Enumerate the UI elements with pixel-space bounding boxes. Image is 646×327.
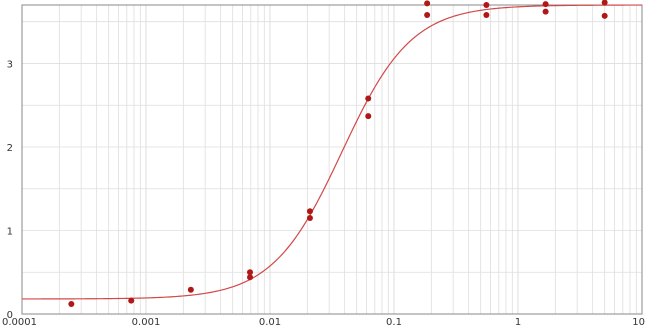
x-tick-label: 10 [632, 317, 645, 327]
data-point [306, 208, 313, 215]
data-point [601, 12, 608, 19]
data-point [601, 0, 608, 6]
grid-lines [22, 5, 642, 314]
data-points-layer [68, 0, 608, 307]
data-point [247, 274, 254, 281]
fitted-curve-layer [22, 4, 643, 300]
data-point [365, 113, 372, 120]
data-point [306, 214, 313, 221]
data-point [483, 2, 490, 8]
x-tick-label: 0.001 [132, 317, 161, 327]
fitted-curve-line [22, 4, 643, 300]
data-point [542, 1, 549, 8]
x-tick-label: 0.01 [259, 317, 281, 327]
y-tick-label: 1 [7, 226, 13, 237]
x-tick-label: 0.1 [386, 317, 402, 327]
data-point [542, 8, 549, 15]
y-tick-label: 3 [7, 59, 13, 70]
data-point [247, 269, 254, 276]
x-tick-label: 0.0001 [2, 317, 37, 327]
data-point [187, 286, 194, 293]
data-point [68, 300, 75, 307]
plot-area-frame [21, 4, 643, 315]
x-tick-label: 1 [515, 317, 521, 327]
data-point [424, 12, 431, 19]
data-point [365, 95, 372, 102]
data-point [483, 12, 490, 19]
data-point [424, 0, 431, 7]
tick-labels: 0.0001 0.001 0.01 0.1 1 10 0 1 2 3 [2, 59, 645, 327]
y-tick-label: 2 [7, 143, 13, 154]
y-tick-label: 0 [7, 310, 13, 321]
data-point [128, 297, 135, 304]
